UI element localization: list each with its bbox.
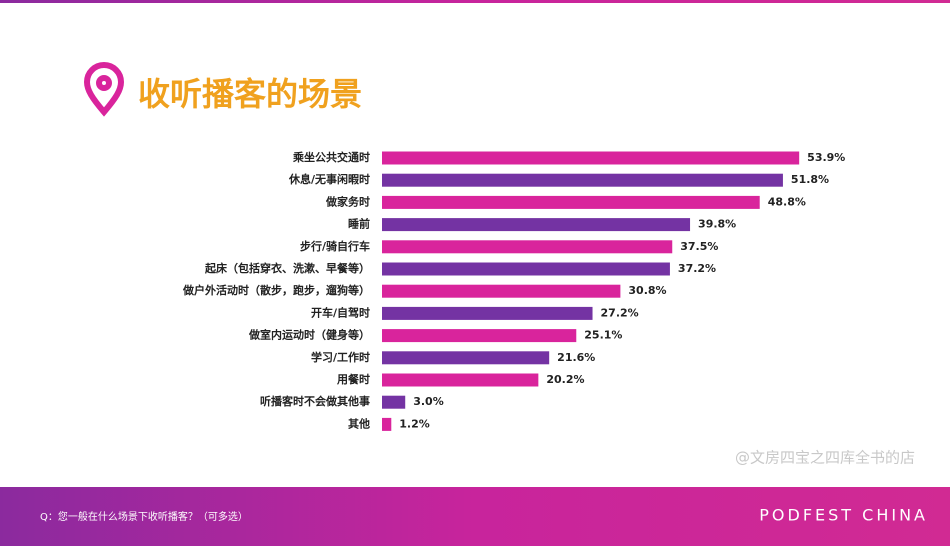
category-label: 开车/自驾时 (311, 305, 370, 319)
bar (382, 351, 550, 365)
value-label: 39.8% (698, 218, 736, 231)
bar (382, 262, 670, 276)
category-label: 休息/无事闲暇时 (288, 172, 370, 186)
value-label: 21.6% (557, 351, 595, 364)
bar (382, 284, 621, 298)
top-line (0, 0, 950, 3)
bar (382, 373, 539, 387)
value-label: 25.1% (584, 329, 622, 342)
bar (382, 306, 593, 320)
category-label: 其他 (348, 416, 370, 430)
value-label: 3.0% (413, 395, 444, 408)
value-label: 37.2% (678, 262, 716, 275)
category-label: 睡前 (348, 217, 370, 231)
value-label: 51.8% (791, 173, 829, 186)
value-label: 30.8% (628, 284, 666, 297)
category-label: 听播客时不会做其他事 (260, 394, 370, 408)
title: 收听播客的场景 (138, 75, 362, 113)
value-label: 48.8% (768, 195, 806, 208)
bar (382, 395, 406, 409)
watermark: @文房四宝之四库全书的店 (735, 449, 915, 467)
category-label: 做家务时 (325, 194, 370, 208)
chart: 乘坐公共交通时 53.9% 休息/无事闲暇时 51.8% 做家务时 48.8% 睡前 39.8… (182, 150, 845, 431)
category-label: 乘坐公共交通时 (292, 150, 370, 164)
question: Q：您一般在什么场景下收听播客？（可多选） (40, 510, 248, 523)
bar (382, 195, 760, 209)
category-label: 做室内运动时（健身等） (248, 328, 370, 342)
value-label: 27.2% (601, 306, 639, 319)
category-label: 做户外活动时（散步，跑步，遛狗等） (182, 283, 370, 297)
category-label: 起床（包括穿衣、洗漱、早餐等） (204, 261, 370, 275)
bar (382, 151, 800, 165)
bar (382, 218, 691, 232)
value-label: 20.2% (546, 373, 584, 386)
footer (0, 487, 950, 546)
category-label: 步行/骑自行车 (300, 239, 370, 253)
brand: PODFEST CHINA (759, 506, 928, 525)
pin-icon (83, 62, 125, 117)
category-label: 学习/工作时 (311, 350, 370, 364)
value-label: 1.2% (399, 417, 430, 430)
value-label: 37.5% (680, 240, 718, 253)
bar (382, 173, 783, 187)
category-label: 用餐时 (337, 372, 370, 386)
value-label: 53.9% (807, 151, 845, 164)
bar (382, 329, 577, 343)
bar (382, 240, 673, 254)
bar (382, 417, 392, 431)
